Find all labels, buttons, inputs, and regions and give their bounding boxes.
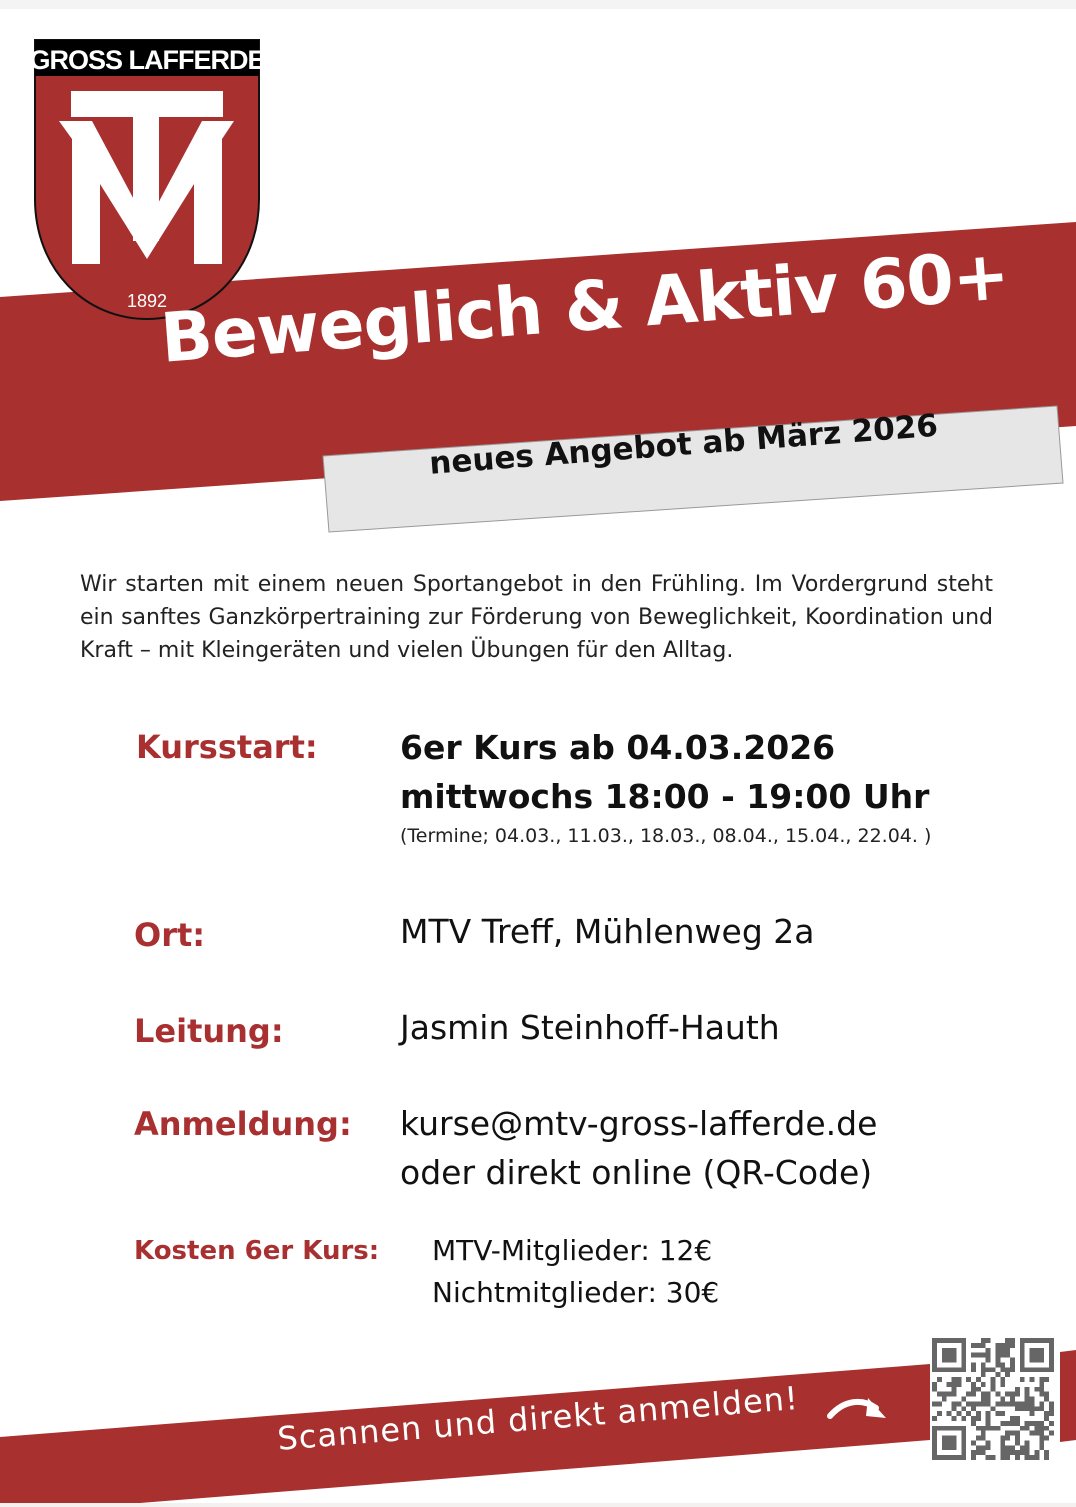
leitung-value: Jasmin Steinhoff-Hauth — [400, 1008, 780, 1047]
subtitle-box — [322, 405, 1064, 533]
ort-label: Ort: — [134, 916, 206, 954]
kursstart-dates: (Termine; 04.03., 11.03., 18.03., 08.04.… — [400, 825, 932, 847]
svg-text:GROSS LAFFERDE: GROSS LAFFERDE — [34, 45, 260, 75]
anmeldung-email[interactable]: kurse@mtv-gross-lafferde.de — [400, 1104, 878, 1143]
kursstart-label: Kursstart: — [136, 728, 318, 766]
ort-value: MTV Treff, Mühlenweg 2a — [400, 912, 815, 951]
anmeldung-online: oder direkt online (QR-Code) — [400, 1153, 873, 1192]
curved-arrow-icon — [827, 1398, 886, 1419]
kosten-label: Kosten 6er Kurs: — [134, 1236, 380, 1266]
kosten-nonmembers: Nichtmitglieder: 30€ — [432, 1276, 720, 1309]
leitung-label: Leitung: — [134, 1012, 284, 1050]
intro-paragraph: Wir starten mit einem neuen Sportangebot… — [80, 572, 993, 663]
club-logo: GROSS LAFFERDE 1892 — [34, 39, 260, 321]
svg-text:1892: 1892 — [127, 291, 167, 311]
qr-code[interactable] — [930, 1338, 1056, 1460]
bottom-red-band-right — [1060, 1350, 1076, 1442]
kosten-members: MTV-Mitglieder: 12€ — [432, 1234, 713, 1267]
kursstart-line2: mittwochs 18:00 - 19:00 Uhr — [400, 777, 930, 816]
bottom-red-band — [0, 1364, 930, 1503]
anmeldung-label: Anmeldung: — [134, 1105, 352, 1143]
kursstart-line1: 6er Kurs ab 04.03.2026 — [400, 728, 836, 767]
top-strip — [0, 0, 1076, 9]
